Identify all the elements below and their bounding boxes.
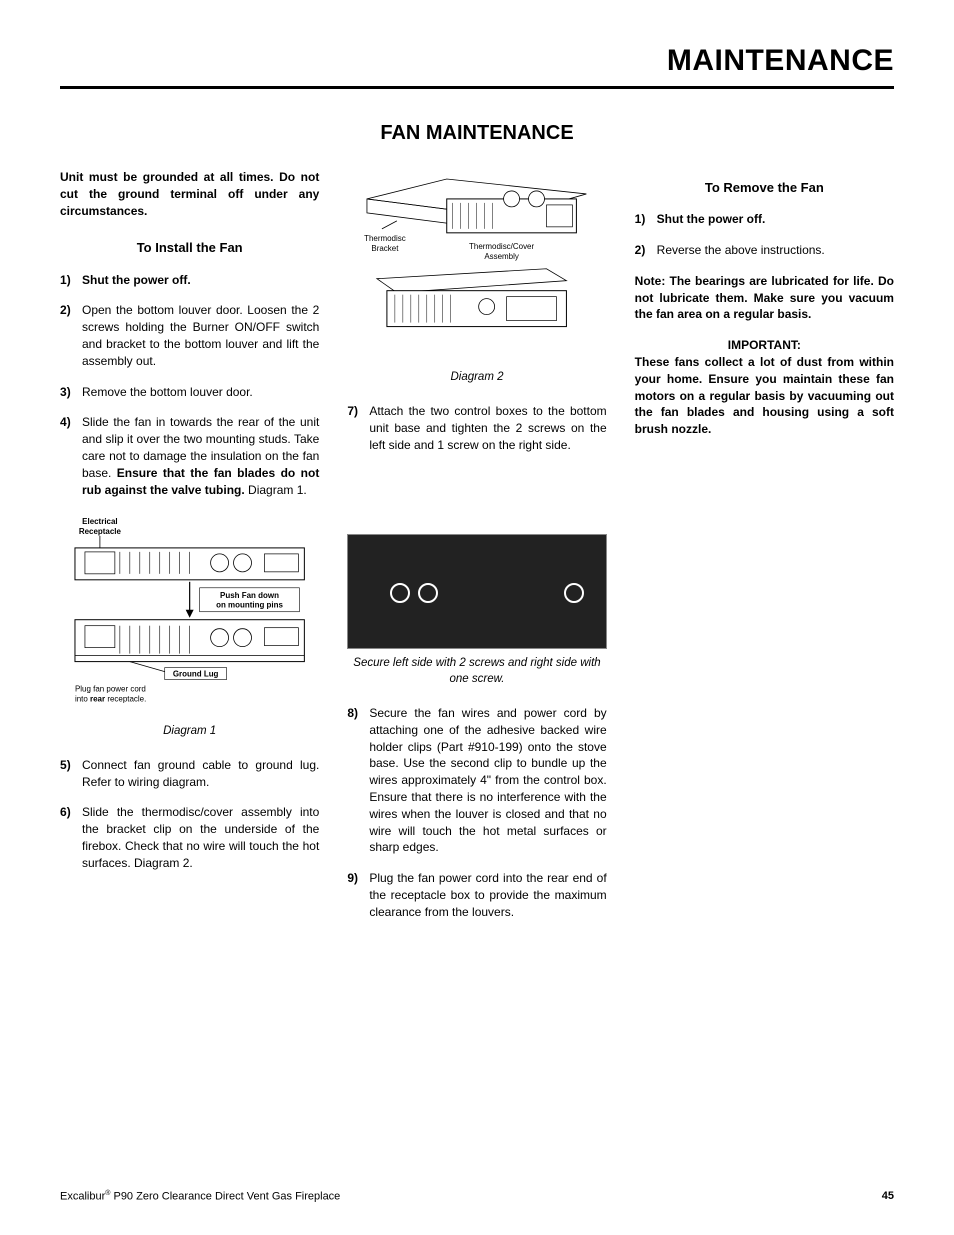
column-left: Unit must be grounded at all times. Do n… [60, 169, 319, 935]
remove-step-2: Reverse the above instructions. [635, 242, 894, 259]
svg-text:Receptacle: Receptacle [79, 527, 122, 536]
svg-text:on mounting pins: on mounting pins [216, 601, 283, 610]
diagram-1-caption: Diagram 1 [60, 723, 319, 739]
column-center: Thermodisc Bracket Thermodisc/Cover Asse… [347, 169, 606, 935]
install-step-5: Connect fan ground cable to ground lug. … [60, 757, 319, 791]
install-steps-2: Connect fan ground cable to ground lug. … [60, 757, 319, 872]
install-step-1: Shut the power off. [60, 272, 319, 289]
step-text: Shut the power off. [657, 212, 766, 226]
page-footer: Excalibur® P90 Zero Clearance Direct Ven… [60, 1189, 894, 1205]
important-body: These fans collect a lot of dust from wi… [635, 354, 894, 438]
svg-text:into rear receptacle.: into rear receptacle. [75, 695, 146, 704]
svg-text:Thermodisc/Cover: Thermodisc/Cover [469, 242, 534, 251]
svg-text:Bracket: Bracket [372, 244, 400, 253]
svg-text:Thermodisc: Thermodisc [364, 234, 406, 243]
install-step-9: Plug the fan power cord into the rear en… [347, 870, 606, 920]
page-header: MAINTENANCE [60, 40, 894, 89]
remove-steps: Shut the power off. Reverse the above in… [635, 211, 894, 259]
footer-model: P90 Zero Clearance Direct Vent Gas Firep… [110, 1191, 340, 1203]
svg-text:Plug fan power cord: Plug fan power cord [75, 685, 146, 694]
install-step-4: Slide the fan in towards the rear of the… [60, 414, 319, 498]
install-step-7: Attach the two control boxes to the bott… [347, 403, 606, 453]
footer-brand: Excalibur [60, 1191, 105, 1203]
step4-post: Diagram 1. [245, 483, 307, 497]
svg-text:Push Fan down: Push Fan down [220, 591, 279, 600]
install-step-2: Open the bottom louver door. Loosen the … [60, 302, 319, 369]
photo-image [347, 534, 606, 649]
install-steps-3: Attach the two control boxes to the bott… [347, 403, 606, 453]
install-step-3: Remove the bottom louver door. [60, 384, 319, 401]
page-number: 45 [882, 1189, 894, 1205]
page-title: MAINTENANCE [60, 40, 894, 82]
screw-circle-3 [564, 583, 584, 603]
diagram-2: Thermodisc Bracket Thermodisc/Cover Asse… [347, 169, 606, 385]
remove-heading: To Remove the Fan [635, 179, 894, 197]
photo-caption: Secure left side with 2 screws and right… [347, 655, 606, 687]
screw-circle-2 [418, 583, 438, 603]
footer-product: Excalibur® P90 Zero Clearance Direct Ven… [60, 1189, 340, 1205]
svg-text:Assembly: Assembly [485, 252, 520, 261]
important-label: IMPORTANT: [635, 337, 894, 354]
diagram-2-svg: Thermodisc Bracket Thermodisc/Cover Asse… [347, 169, 606, 359]
install-steps-4: Secure the fan wires and power cord by a… [347, 705, 606, 921]
screw-photo: Secure left side with 2 screws and right… [347, 534, 606, 687]
install-step-8: Secure the fan wires and power cord by a… [347, 705, 606, 856]
column-right: To Remove the Fan Shut the power off. Re… [635, 169, 894, 935]
grounding-warning: Unit must be grounded at all times. Do n… [60, 169, 319, 219]
section-title: FAN MAINTENANCE [60, 119, 894, 147]
screw-circle-1 [390, 583, 410, 603]
diagram-2-caption: Diagram 2 [347, 369, 606, 385]
install-steps-1: Shut the power off. Open the bottom louv… [60, 272, 319, 499]
svg-text:Electrical: Electrical [82, 517, 117, 526]
install-heading: To Install the Fan [60, 239, 319, 257]
remove-step-1: Shut the power off. [635, 211, 894, 228]
three-column-layout: Unit must be grounded at all times. Do n… [60, 169, 894, 935]
svg-text:Ground Lug: Ground Lug [173, 670, 219, 679]
install-step-6: Slide the thermodisc/cover assembly into… [60, 804, 319, 871]
step-text: Shut the power off. [82, 273, 191, 287]
diagram-1: Electrical Receptacle [60, 512, 319, 738]
bearing-note: Note: The bearings are lubricated for li… [635, 273, 894, 323]
diagram-1-svg: Electrical Receptacle [60, 512, 319, 711]
